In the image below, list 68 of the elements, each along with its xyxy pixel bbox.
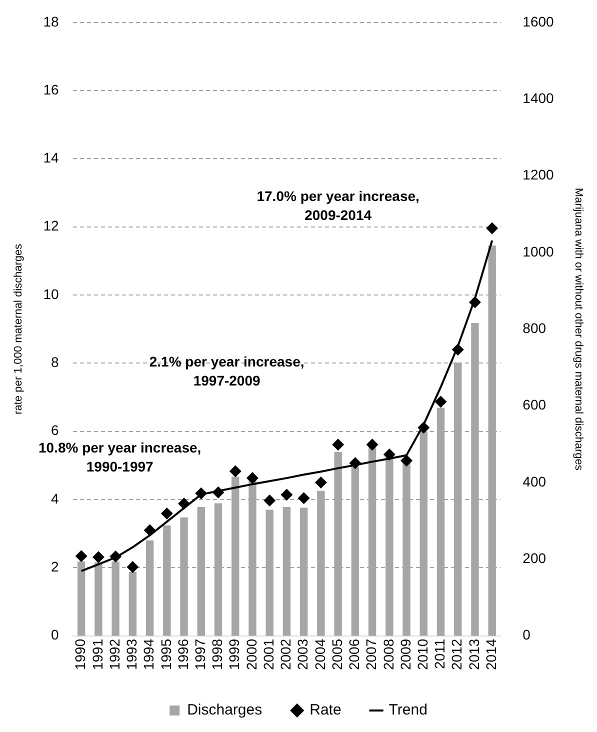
point (92, 551, 104, 564)
x-tick-label: 2006 (346, 638, 362, 670)
x-tick-label: 2001 (260, 638, 276, 670)
x-tick-label: 1996 (174, 638, 191, 670)
point (486, 222, 498, 234)
x-tick-label: 2009 (397, 638, 414, 670)
point (75, 550, 88, 562)
point (400, 454, 413, 467)
point (434, 396, 447, 408)
y-tick-label: 4 (50, 490, 59, 506)
annotation: 10.8% per year increase, 1990-1997 (38, 439, 202, 474)
x-tick-label: 1992 (106, 638, 122, 670)
x-tick-label: 1990 (72, 638, 88, 670)
y2-axis-title: Marijuana with or without other drugs maternal discharges (572, 188, 584, 471)
point (160, 508, 173, 520)
y-tick-label: 6 (50, 422, 59, 438)
y2-tick-label: 200 (522, 550, 546, 566)
point (229, 465, 242, 478)
x-tick-label: 2002 (278, 638, 294, 670)
x-tick-label: 1999 (226, 638, 242, 670)
annotation: 2.1% per year increase, 1997-2009 (149, 353, 304, 388)
x-tick-label: 1995 (158, 638, 174, 670)
y-tick-label: 8 (50, 354, 59, 370)
point (298, 492, 310, 504)
y2-tick-label: 1600 (522, 13, 554, 30)
x-tick-label: 2013 (466, 638, 482, 670)
y2-tick-label: 800 (522, 320, 546, 336)
x-tick-label: 2011 (432, 638, 448, 669)
y-tick-label: 0 (50, 626, 59, 643)
legend-label: Discharges (187, 702, 262, 719)
y-tick-label: 18 (43, 13, 59, 30)
x-tick-label: 1991 (89, 638, 106, 670)
y2-tick-label: 0 (522, 626, 531, 643)
point (246, 472, 258, 484)
x-tick-label: 2007 (363, 638, 380, 670)
point (366, 438, 378, 451)
y-tick-label: 10 (43, 286, 59, 302)
annotation: 17.0% per year increase, 2009-2014 (256, 188, 420, 223)
y2-tick-label: 600 (522, 396, 546, 413)
x-tick-label: 1993 (124, 638, 140, 670)
x-tick-label: 2012 (448, 638, 465, 670)
x-tick-label: 2014 (482, 638, 499, 670)
point (264, 494, 276, 507)
x-tick-label: 2008 (380, 638, 396, 670)
y-axis-title: rate per 1,000 maternal discharges (12, 243, 25, 414)
x-tick-label: 2003 (294, 638, 311, 670)
bar (128, 572, 137, 636)
point (126, 561, 139, 574)
x-tick-label: 2010 (414, 638, 430, 670)
y2-tick-label: 1000 (522, 243, 554, 260)
y2-tick-label: 400 (522, 473, 546, 490)
x-tick-label: 2005 (328, 638, 345, 670)
y-tick-label: 16 (43, 81, 59, 98)
legend-label: Rate (310, 702, 342, 719)
x-tick-label: 2000 (243, 638, 260, 670)
y-tick-label: 2 (50, 558, 59, 575)
x-tick-label: 2004 (312, 638, 328, 670)
point (332, 438, 344, 451)
y2-tick-label: 1200 (522, 166, 554, 183)
y-tick-label: 12 (43, 218, 59, 234)
legend-label: Trend (388, 702, 428, 719)
point (280, 488, 293, 501)
x-tick-label: 1998 (209, 638, 226, 670)
x-tick-label: 1994 (140, 638, 157, 670)
point (314, 476, 327, 488)
y2-tick-label: 1400 (522, 90, 554, 106)
y-tick-label: 14 (43, 150, 59, 166)
x-tick-label: 1997 (192, 638, 208, 670)
